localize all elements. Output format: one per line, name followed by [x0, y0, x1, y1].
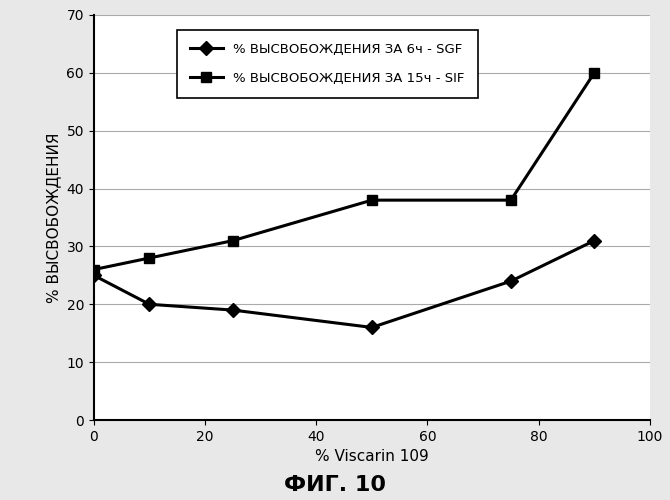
- Line: % ВЫСВОБОЖДЕНИЯ ЗА 6ч - SGF: % ВЫСВОБОЖДЕНИЯ ЗА 6ч - SGF: [89, 236, 599, 332]
- % ВЫСВОБОЖДЕНИЯ ЗА 6ч - SGF: [507, 278, 515, 284]
- % ВЫСВОБОЖДЕНИЯ ЗА 15ч - SIF: [90, 266, 98, 272]
- % ВЫСВОБОЖДЕНИЯ ЗА 15ч - SIF: [145, 255, 153, 261]
- Line: % ВЫСВОБОЖДЕНИЯ ЗА 15ч - SIF: % ВЫСВОБОЖДЕНИЯ ЗА 15ч - SIF: [89, 68, 599, 274]
- Y-axis label: % ВЫСВОБОЖДЕНИЯ: % ВЫСВОБОЖДЕНИЯ: [46, 132, 61, 302]
- % ВЫСВОБОЖДЕНИЯ ЗА 15ч - SIF: [507, 197, 515, 203]
- % ВЫСВОБОЖДЕНИЯ ЗА 6ч - SGF: [590, 238, 598, 244]
- Text: ФИГ. 10: ФИГ. 10: [284, 475, 386, 495]
- X-axis label: % Viscarin 109: % Viscarin 109: [315, 450, 429, 464]
- % ВЫСВОБОЖДЕНИЯ ЗА 6ч - SGF: [90, 272, 98, 278]
- Legend: % ВЫСВОБОЖДЕНИЯ ЗА 6ч - SGF, % ВЫСВОБОЖДЕНИЯ ЗА 15ч - SIF: % ВЫСВОБОЖДЕНИЯ ЗА 6ч - SGF, % ВЫСВОБОЖД…: [177, 30, 478, 98]
- % ВЫСВОБОЖДЕНИЯ ЗА 15ч - SIF: [228, 238, 237, 244]
- % ВЫСВОБОЖДЕНИЯ ЗА 6ч - SGF: [368, 324, 376, 330]
- % ВЫСВОБОЖДЕНИЯ ЗА 6ч - SGF: [228, 307, 237, 313]
- % ВЫСВОБОЖДЕНИЯ ЗА 15ч - SIF: [590, 70, 598, 76]
- % ВЫСВОБОЖДЕНИЯ ЗА 15ч - SIF: [368, 197, 376, 203]
- % ВЫСВОБОЖДЕНИЯ ЗА 6ч - SGF: [145, 302, 153, 308]
